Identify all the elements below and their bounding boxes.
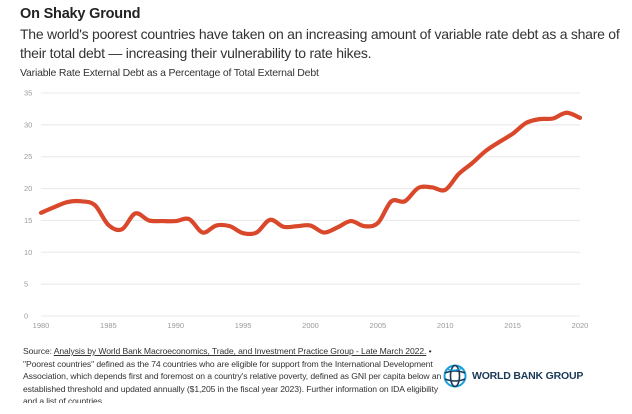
series-layer [38,110,583,237]
logo-text: WORLD BANK GROUP [472,370,584,382]
y-axis-description: Variable Rate External Debt as a Percent… [20,67,319,79]
x-tick-label: 1990 [167,321,184,330]
gridlines [41,92,580,317]
x-tick-label: 1985 [100,321,117,330]
x-tick-label: 2020 [572,321,589,330]
line-chart: 0 5 10 15 20 25 30 35 1980 1985 1990 1995 2000 2005 2… [24,89,589,331]
x-tick-label: 1980 [33,321,50,330]
source-prefix: Source: [23,346,54,356]
source-note: Source: Analysis by World Bank Macroecon… [23,345,443,403]
source-link[interactable]: Analysis by World Bank Macroeconomics, T… [53,346,427,356]
x-tick-label: 2000 [302,321,319,330]
y-tick-label: 30 [24,120,32,129]
chart-subtitle: The world's poorest countries have taken… [20,26,620,61]
y-axis-ticks: 0 5 10 15 20 25 30 35 [24,89,32,321]
series-line-0 [38,110,583,237]
y-tick-label: 0 [24,312,28,321]
y-tick-label: 35 [24,89,32,98]
world-bank-logo: WORLD BANK GROUP [443,364,583,388]
y-tick-label: 20 [24,184,32,193]
x-axis-ticks: 1980 1985 1990 1995 2000 2005 2010 2015 2020 [33,321,589,330]
globe-icon [443,364,467,388]
y-tick-label: 25 [24,152,32,161]
y-tick-label: 10 [24,248,32,257]
footnote-text: • "Poorest countries" defined as the 74 … [23,346,442,403]
chart-title: On Shaky Ground [20,6,141,22]
x-tick-label: 1995 [235,321,252,330]
y-tick-label: 15 [24,216,32,225]
x-tick-label: 2010 [437,321,454,330]
x-tick-label: 2005 [370,321,387,330]
y-tick-label: 5 [24,280,28,289]
x-tick-label: 2015 [504,321,521,330]
